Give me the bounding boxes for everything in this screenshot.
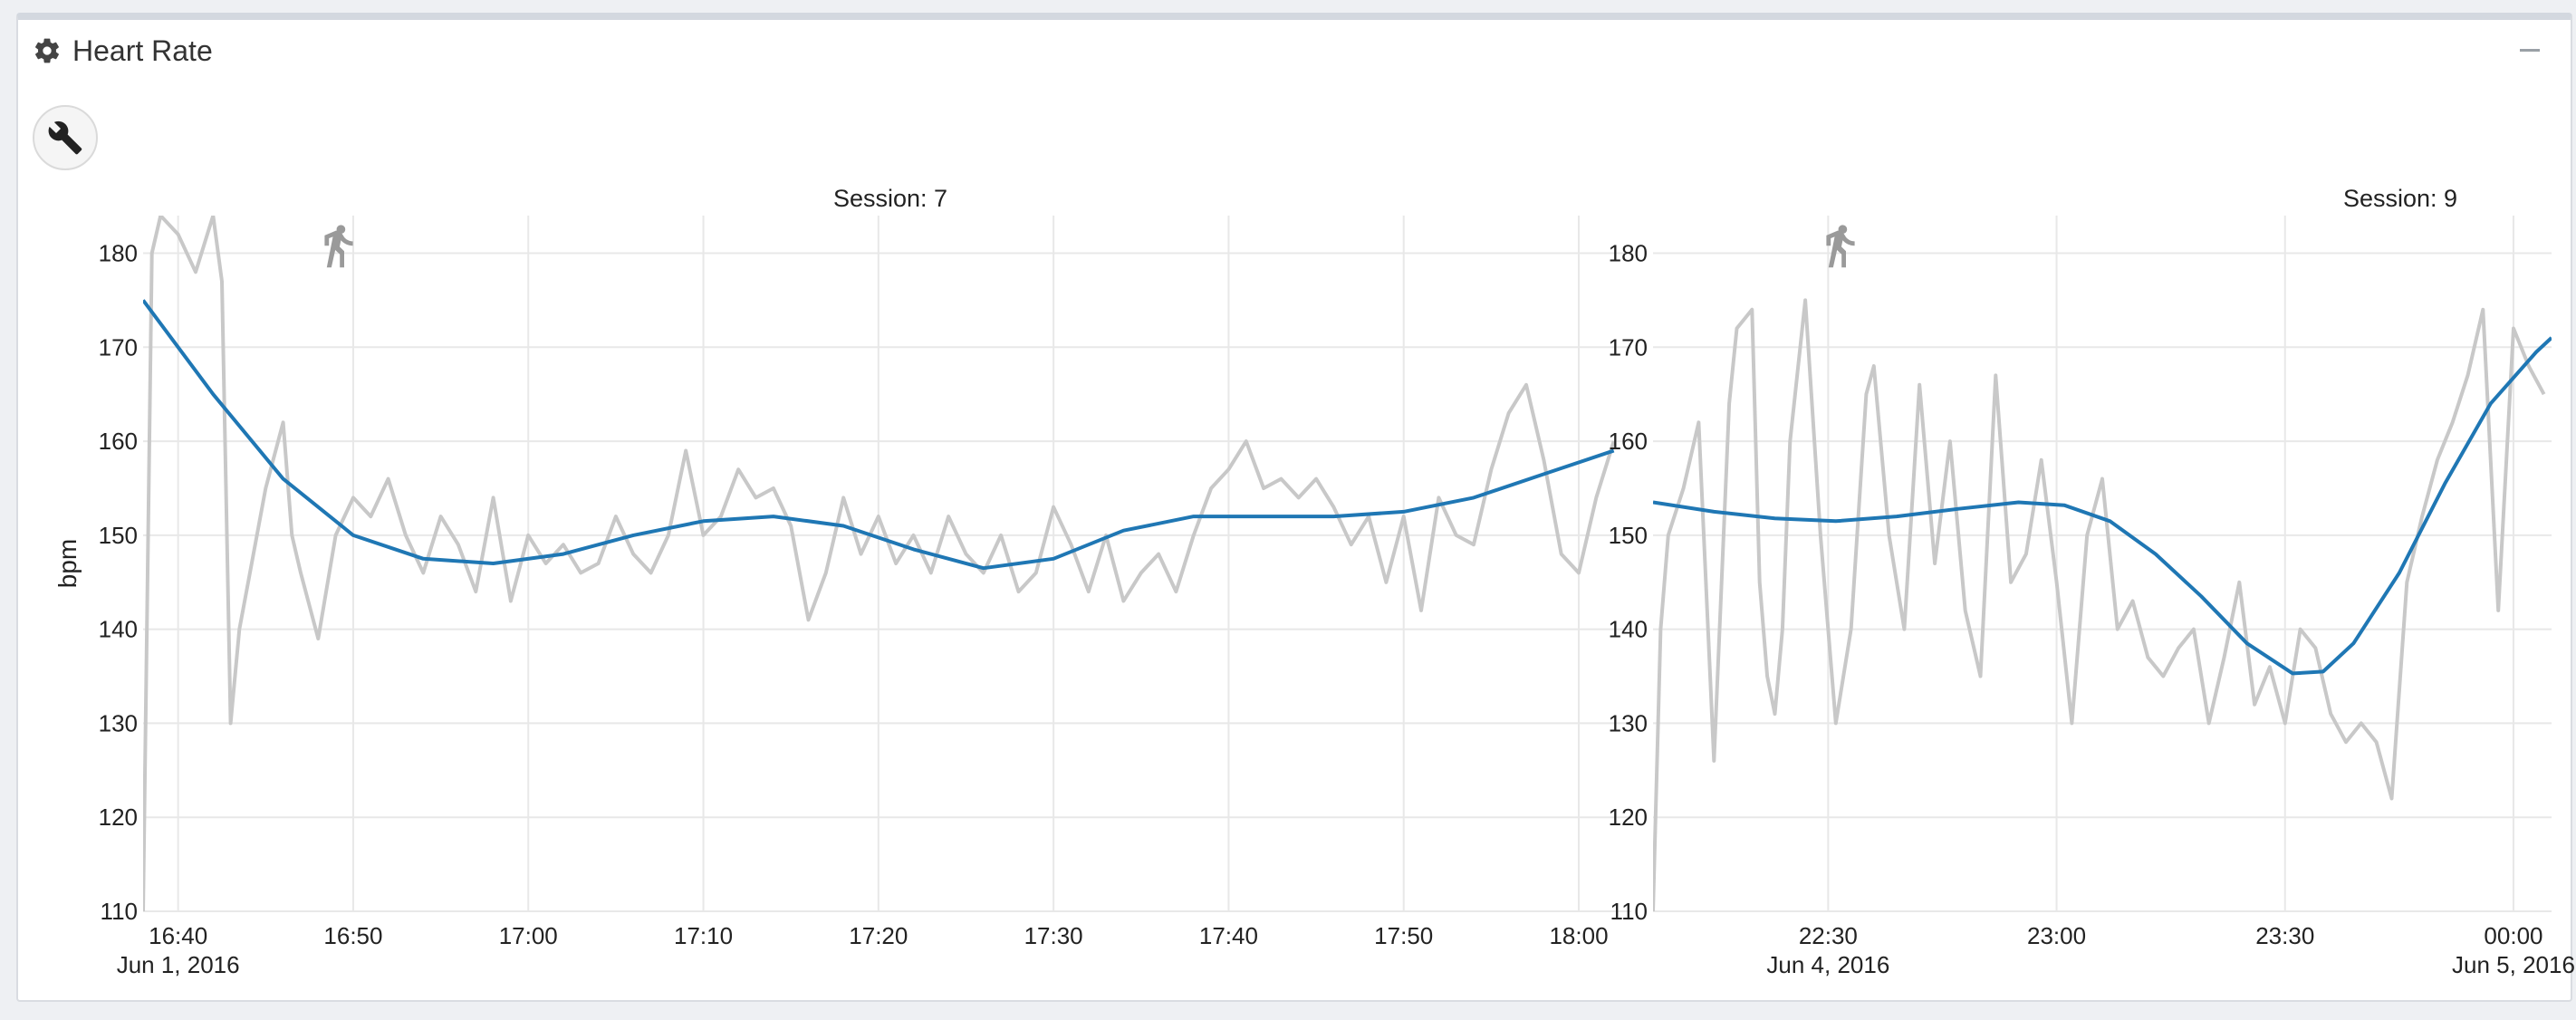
wrench-icon — [48, 120, 82, 155]
y-tick-label: 110 — [101, 898, 138, 925]
smoothed-heart-rate-line — [143, 299, 1615, 571]
x-tick-label: 22:30 — [1799, 922, 1858, 949]
y-tick-label: 180 — [99, 240, 138, 267]
y-tick-label: 140 — [99, 616, 138, 643]
smoothed-heart-rate-line — [1653, 336, 2552, 676]
gear-icon[interactable] — [33, 36, 62, 65]
y-tick-label: 120 — [99, 803, 138, 831]
minimize-button[interactable] — [2518, 36, 2542, 60]
y-axis-label: bpm — [53, 539, 82, 588]
x-tick-date-label: Jun 4, 2016 — [1766, 951, 1889, 978]
running-person-icon — [324, 225, 353, 268]
x-tick-label: 18:00 — [1549, 922, 1608, 949]
running-person-body — [324, 230, 353, 268]
raw-heart-rate-line — [1653, 298, 2546, 911]
session-title: Session: 9 — [2343, 185, 2457, 212]
x-tick-label: 23:00 — [2027, 922, 2086, 949]
x-tick-label: 16:40 — [149, 922, 207, 949]
raw-heart-rate-line — [143, 216, 1616, 911]
y-tick-label: 160 — [1609, 428, 1648, 455]
x-tick-label: 17:20 — [849, 922, 908, 949]
x-tick-label: 17:00 — [499, 922, 558, 949]
x-tick-label: 16:50 — [323, 922, 382, 949]
chart-settings-button[interactable] — [33, 105, 98, 170]
x-tick-label: 23:30 — [2255, 922, 2314, 949]
y-tick-label: 140 — [1609, 616, 1648, 643]
y-tick-label: 170 — [1609, 333, 1648, 361]
y-tick-label: 130 — [1609, 709, 1648, 736]
x-tick-label: 17:30 — [1024, 922, 1083, 949]
panel-title: Heart Rate — [72, 34, 213, 67]
y-tick-label: 130 — [99, 709, 138, 736]
heart-rate-panel — [16, 13, 2572, 1002]
y-tick-label: 120 — [1609, 803, 1648, 831]
x-tick-label: 17:50 — [1374, 922, 1433, 949]
y-tick-label: 180 — [1609, 240, 1648, 267]
panel-header: Heart Rate — [33, 33, 213, 69]
y-tick-label: 110 — [1610, 898, 1648, 925]
y-tick-label: 150 — [1609, 522, 1648, 549]
y-tick-label: 150 — [99, 522, 138, 549]
x-tick-label: 17:40 — [1199, 922, 1258, 949]
x-tick-date-label: Jun 5, 2016 — [2452, 951, 2575, 978]
y-tick-label: 170 — [99, 333, 138, 361]
y-tick-label: 160 — [99, 428, 138, 455]
x-tick-label: 17:10 — [674, 922, 733, 949]
running-person-icon — [1826, 225, 1855, 268]
x-tick-label: 00:00 — [2484, 922, 2542, 949]
session-title: Session: 7 — [833, 185, 947, 212]
running-person-body — [1826, 230, 1855, 268]
x-tick-date-label: Jun 1, 2016 — [117, 951, 240, 978]
